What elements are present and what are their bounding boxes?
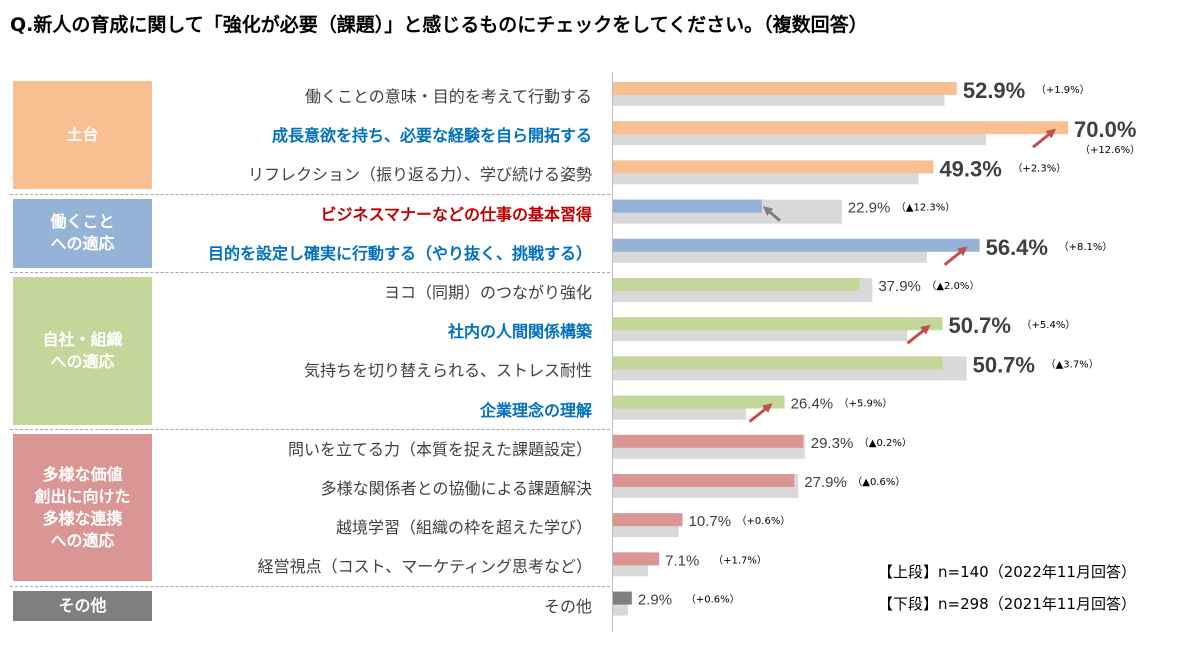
item-label: 目的を設定し確実に行動する（やり抜く、挑戦する） (207, 243, 592, 263)
value-label: 49.3% (939, 156, 1001, 181)
category-box: 土台 (13, 81, 152, 190)
diff-label: （▲0.6%） (852, 476, 905, 488)
diff-label: （▲2.0%） (926, 280, 979, 292)
bar-2022 (613, 121, 1068, 135)
diff-label: （+8.1%） (1059, 241, 1113, 253)
increase-arrow (748, 403, 773, 423)
diff-label: （+2.3%） (1012, 162, 1066, 174)
diff-label: （▲12.3%） (896, 202, 955, 214)
value-label: 7.1% (665, 552, 699, 569)
increase-arrow (943, 246, 968, 266)
value-label: 27.9% (804, 474, 847, 491)
group-divider (10, 429, 610, 431)
item-label: 多様な関係者との協働による課題解決 (320, 479, 592, 498)
bar-2022 (613, 552, 660, 566)
group-divider (10, 194, 610, 195)
diff-label: （+5.4%） (1022, 319, 1076, 331)
legend-upper: 【上段】n=140（2022年11月回答） (878, 563, 1136, 581)
item-label: 越境学習（組織の枠を超えた学び） (335, 518, 592, 538)
decrease-arrow (762, 206, 781, 222)
value-label: 10.7% (689, 513, 732, 530)
bar-2022 (613, 199, 762, 213)
value-label: 50.7% (973, 352, 1035, 377)
value-label: 50.7% (949, 313, 1011, 338)
item-label: 問いを立てる力（本質を捉えた課題設定） (287, 439, 592, 459)
item-label: リフレクション（振り返る力）、学び続ける姿勢 (247, 165, 592, 185)
value-label: 56.4% (986, 235, 1048, 260)
diff-label: （+1.9%） (1036, 84, 1090, 96)
item-label: ヨコ（同期）のつながり強化 (383, 283, 592, 302)
item-label: 気持ちを切り替えられる、ストレス耐性 (303, 361, 592, 381)
legend-lower: 【下段】n=298（2021年11月回答） (878, 595, 1136, 613)
category-box: 働くこと への適応 (13, 198, 152, 268)
diff-label: （▲0.2%） (859, 437, 912, 449)
bar-2022 (613, 238, 980, 252)
increase-arrow (1032, 128, 1056, 149)
bar-2022 (613, 278, 860, 291)
diff-label: （+1.7%） (713, 554, 767, 566)
category-box: その他 (13, 590, 152, 621)
item-label: 社内の人間関係構築 (447, 322, 592, 342)
diff-label: （+12.6%） (1080, 144, 1140, 156)
bar-2022 (613, 513, 683, 527)
group-divider (10, 586, 610, 587)
value-label: 2.9% (638, 592, 672, 609)
bar-2022 (613, 82, 957, 95)
item-label: その他 (543, 596, 592, 616)
value-label: 26.4% (791, 396, 834, 413)
diff-label: （+0.6%） (737, 515, 791, 527)
value-label: 70.0% (1074, 117, 1136, 142)
value-label: 52.9% (963, 78, 1025, 103)
bar-2022 (613, 591, 632, 605)
category-box: 多様な価値 創出に向けた 多様な連携 への適応 (13, 433, 152, 582)
item-label: 成長意欲を持ち、必要な経験を自ら開拓する (271, 126, 592, 146)
bar-2022 (613, 395, 785, 409)
diff-label: （+5.9%） (839, 398, 893, 410)
group-divider (10, 272, 610, 274)
value-label: 29.3% (811, 435, 854, 452)
item-label: 経営視点（コスト、マーケティング思考など） (257, 557, 592, 577)
diff-label: （+0.6%） (686, 594, 740, 606)
bar-2022 (613, 317, 943, 331)
item-label: ビジネスマナーなどの仕事の基本習得 (320, 204, 592, 224)
bar-2022 (613, 434, 804, 448)
category-box: 自社・組織 への適応 (13, 277, 152, 425)
item-label: 働くことの意味・目的を考えて行動する (304, 87, 592, 106)
value-label: 37.9% (878, 278, 921, 295)
question-title: Q.新人の育成に関して「強化が必要（課題）」と感じるものにチェックをしてください… (10, 14, 868, 36)
item-label: 企業理念の理解 (479, 400, 592, 420)
chart-axis-line (612, 72, 613, 632)
bar-2022 (613, 356, 943, 370)
increase-arrow (906, 324, 931, 345)
diff-label: （▲3.7%） (1046, 358, 1099, 370)
value-label: 22.9% (848, 200, 891, 217)
bar-2022 (613, 474, 795, 487)
bar-2022 (613, 160, 934, 174)
